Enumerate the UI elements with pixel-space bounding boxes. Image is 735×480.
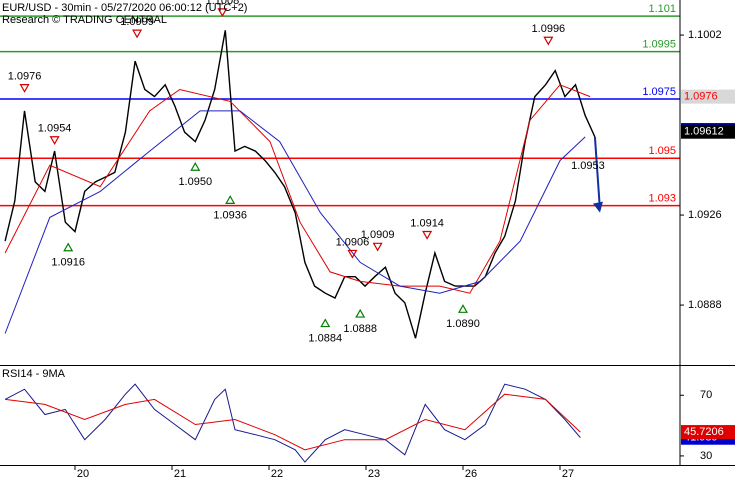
target-label: 1.0953 (571, 160, 605, 172)
peak-marker (372, 242, 383, 252)
y-tick-label: 1.0888 (688, 299, 722, 311)
trough-marker (355, 308, 366, 318)
x-tick-label: 20 (77, 468, 89, 480)
x-tick-label: 26 (465, 468, 477, 480)
trough-label: 1.0950 (178, 176, 212, 188)
x-tick-label: 27 (562, 468, 574, 480)
trough-label: 1.0888 (343, 323, 377, 335)
trough-marker (457, 304, 469, 313)
rsi-panel (4, 383, 581, 463)
peak-marker (543, 36, 554, 46)
trough-marker (190, 162, 201, 171)
projection-arrow (593, 136, 601, 210)
peak-marker (347, 249, 358, 259)
series-line (4, 383, 581, 463)
level-label: 1.0975 (642, 86, 676, 98)
peak-label: 1.1008 (206, 0, 240, 7)
peak-label: 1.0906 (336, 236, 370, 248)
trough-label: 1.0916 (51, 257, 85, 269)
level-label: 1.093 (648, 193, 676, 205)
series-line (4, 110, 586, 334)
peak-marker (132, 29, 143, 39)
peak-label: 1.0999 (120, 16, 154, 28)
series-line (4, 30, 596, 339)
price-label-box (681, 89, 735, 104)
price-label: 1.09612 (684, 126, 724, 138)
y-tick-label: 70 (700, 389, 712, 401)
series-line (4, 84, 591, 294)
x-tick-label: 22 (271, 468, 283, 480)
trough-marker (320, 318, 331, 328)
price-label: 1.0976 (684, 91, 718, 103)
y-tick-label: 1.1002 (688, 29, 722, 41)
peak-marker (19, 84, 30, 93)
peak-marker (217, 8, 228, 18)
price-panel: 1.101 1.0995 1.0975 1.095 1.093 1.0976 1.0954 1… (0, 0, 680, 344)
y-tick-label: 30 (700, 450, 712, 462)
panel-title: RSI14 - 9MA (2, 368, 66, 380)
chart-subtitle: Research © TRADING CENTRAL (2, 14, 167, 26)
x-tick-label: 21 (174, 468, 186, 480)
trough-label: 1.0890 (446, 318, 480, 330)
last-value-label: 45.7206 (684, 426, 724, 438)
level-label: 1.101 (648, 3, 676, 15)
price-label-box (681, 124, 735, 139)
peak-label: 1.0996 (532, 23, 566, 35)
peak-label: 1.0954 (38, 123, 72, 135)
x-tick-label: 23 (368, 468, 380, 480)
y-tick-label: 1.0926 (688, 209, 722, 221)
peak-marker (49, 136, 60, 145)
level-label: 1.095 (648, 145, 676, 157)
series-line (5, 393, 581, 451)
chart-title: EUR/USD - 30min - 05/27/2020 06:00:12 (U… (2, 2, 247, 14)
level-label: 1.0995 (642, 39, 676, 51)
trough-marker (63, 242, 74, 252)
trough-marker (225, 195, 236, 204)
peak-label: 1.0914 (410, 217, 444, 229)
peak-marker (422, 230, 433, 240)
peak-label: 1.0976 (8, 71, 42, 83)
trough-label: 1.0936 (213, 209, 247, 221)
trough-label: 1.0884 (308, 332, 342, 344)
arrow-head (592, 201, 603, 213)
last-value-box (681, 425, 735, 440)
peak-label: 1.0909 (361, 229, 395, 241)
